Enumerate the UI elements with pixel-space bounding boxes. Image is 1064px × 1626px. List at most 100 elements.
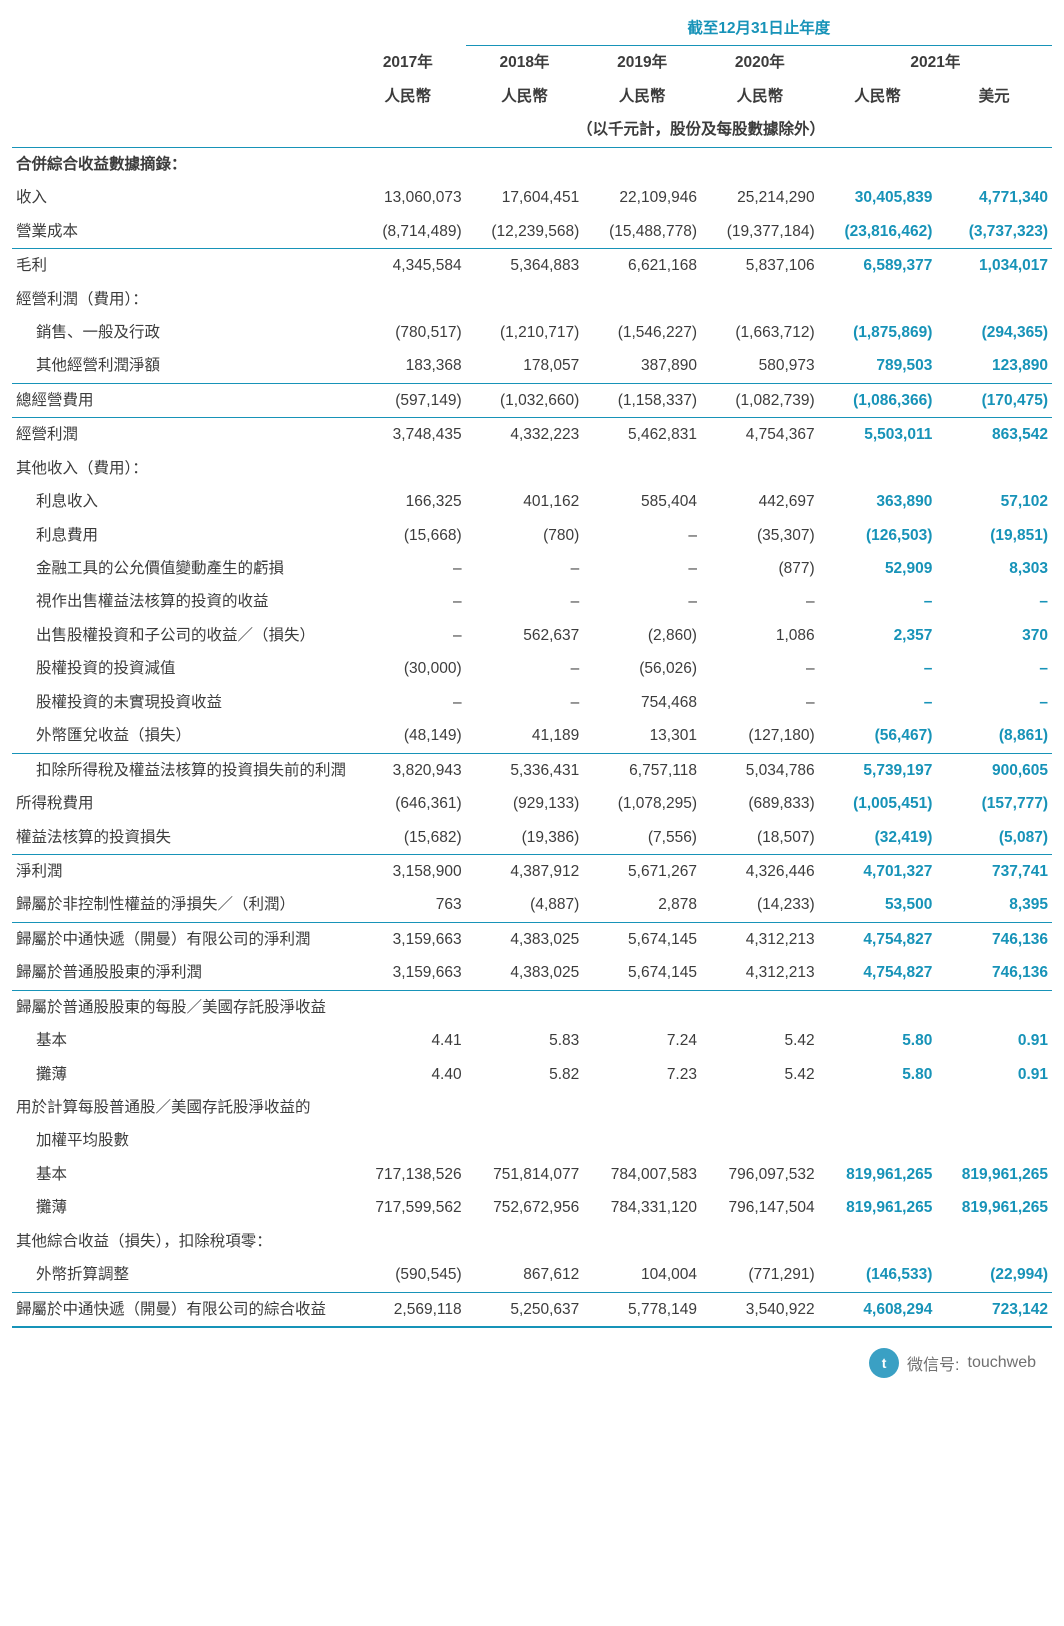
- row-label: 經營利潤: [12, 418, 350, 452]
- cell: (1,082,739): [701, 383, 819, 417]
- cell: (1,158,337): [583, 383, 701, 417]
- row-deemed: 視作出售權益法核算的投資的收益––––––: [12, 585, 1052, 618]
- cell: 3,158,900: [350, 854, 466, 888]
- cell: 183,368: [350, 349, 466, 383]
- cell: 4,771,340: [936, 181, 1052, 214]
- cell: (15,682): [350, 821, 466, 855]
- cell: (1,210,717): [466, 316, 584, 349]
- hdr-year-2020: 2020年: [701, 46, 819, 80]
- avatar: t: [869, 1348, 899, 1378]
- row-pretax: 扣除所得稅及權益法核算的投資損失前的利潤3,820,9435,336,4316,…: [12, 753, 1052, 787]
- cell: 580,973: [701, 349, 819, 383]
- row-eps_hdr: 歸屬於普通股股東的每股／美國存託股淨收益: [12, 990, 1052, 1024]
- cell: 6,589,377: [819, 249, 937, 283]
- cell: 4.41: [350, 1024, 466, 1057]
- row-tax: 所得稅費用(646,361)(929,133)(1,078,295)(689,8…: [12, 787, 1052, 820]
- cell: [701, 452, 819, 485]
- cell: 30,405,839: [819, 181, 937, 214]
- cell: [819, 1225, 937, 1258]
- cell: (590,545): [350, 1258, 466, 1292]
- cell: 442,697: [701, 485, 819, 518]
- cell: (12,239,568): [466, 215, 584, 249]
- cell: 13,301: [583, 719, 701, 753]
- cell: (1,032,660): [466, 383, 584, 417]
- cell: (1,875,869): [819, 316, 937, 349]
- row-wa_hdr1: 用於計算每股普通股／美國存託股淨收益的: [12, 1091, 1052, 1124]
- cell: [350, 452, 466, 485]
- row-label: 經營利潤（費用）：: [12, 283, 350, 316]
- cell: 789,503: [819, 349, 937, 383]
- row-fcta: 外幣折算調整(590,545)867,612104,004(771,291)(1…: [12, 1258, 1052, 1292]
- cell: 22,109,946: [583, 181, 701, 214]
- cell: (35,307): [701, 519, 819, 552]
- cell: 5,674,145: [583, 922, 701, 956]
- cell: (1,078,295): [583, 787, 701, 820]
- cell: [350, 1225, 466, 1258]
- row-totop: 總經營費用(597,149)(1,032,660)(1,158,337)(1,0…: [12, 383, 1052, 417]
- cell: (48,149): [350, 719, 466, 753]
- cell: 0.91: [936, 1058, 1052, 1091]
- cell: 7.23: [583, 1058, 701, 1091]
- cell: 819,961,265: [819, 1191, 937, 1224]
- cell: 57,102: [936, 485, 1052, 518]
- cell: 4,383,025: [466, 922, 584, 956]
- cell: 3,159,663: [350, 922, 466, 956]
- row-label: 歸屬於中通快遞（開曼）有限公司的綜合收益: [12, 1292, 350, 1327]
- cell: 585,404: [583, 485, 701, 518]
- section-title: 合併綜合收益數據摘錄：: [12, 147, 350, 181]
- cell: (1,663,712): [701, 316, 819, 349]
- cell: –: [701, 652, 819, 685]
- hdr-year-2018: 2018年: [466, 46, 584, 80]
- row-eps_d: 攤薄4.405.827.235.425.800.91: [12, 1058, 1052, 1091]
- row-label: 出售股權投資和子公司的收益／（損失）: [12, 619, 350, 652]
- cell: (30,000): [350, 652, 466, 685]
- cell: –: [466, 686, 584, 719]
- cell: 104,004: [583, 1258, 701, 1292]
- cell: (646,361): [350, 787, 466, 820]
- row-dispgl: 出售股權投資和子公司的收益／（損失）–562,637(2,860)1,0862,…: [12, 619, 1052, 652]
- cell: 3,820,943: [350, 753, 466, 787]
- cell: [819, 452, 937, 485]
- cell: 4,383,025: [466, 956, 584, 990]
- hdr-ccy-0: 人民幣: [350, 80, 466, 113]
- cell: (22,994): [936, 1258, 1052, 1292]
- row-np_ord: 歸屬於普通股股東的淨利潤3,159,6634,383,0255,674,1454…: [12, 956, 1052, 990]
- cell: 4,387,912: [466, 854, 584, 888]
- cell: 2,569,118: [350, 1292, 466, 1327]
- cell: 5,739,197: [819, 753, 937, 787]
- cell: 17,604,451: [466, 181, 584, 214]
- cell: 370: [936, 619, 1052, 652]
- cell: 5.82: [466, 1058, 584, 1091]
- cell: [583, 283, 701, 316]
- cell: [350, 283, 466, 316]
- cell: 25,214,290: [701, 181, 819, 214]
- cell: 5,674,145: [583, 956, 701, 990]
- cell: (15,488,778): [583, 215, 701, 249]
- row-label: 股權投資的未實現投資收益: [12, 686, 350, 719]
- cell: 5,336,431: [466, 753, 584, 787]
- cell: [466, 1225, 584, 1258]
- cell: [701, 1124, 819, 1157]
- cell: 723,142: [936, 1292, 1052, 1327]
- cell: (780): [466, 519, 584, 552]
- cell: (5,087): [936, 821, 1052, 855]
- cell: (14,233): [701, 888, 819, 922]
- row-intexp: 利息費用(15,668)(780)–(35,307)(126,503)(19,8…: [12, 519, 1052, 552]
- cell: (929,133): [466, 787, 584, 820]
- cell: 867,612: [466, 1258, 584, 1292]
- row-oop: 其他經營利潤淨額183,368178,057387,890580,973789,…: [12, 349, 1052, 383]
- row-unreal: 股權投資的未實現投資收益––754,468–––: [12, 686, 1052, 719]
- cell: [350, 990, 466, 1024]
- cell: (18,507): [701, 821, 819, 855]
- row-label: 銷售、一般及行政: [12, 316, 350, 349]
- row-cogs: 營業成本(8,714,489)(12,239,568)(15,488,778)(…: [12, 215, 1052, 249]
- cell: 746,136: [936, 922, 1052, 956]
- row-label: 權益法核算的投資損失: [12, 821, 350, 855]
- cell: 4.40: [350, 1058, 466, 1091]
- row-fx: 外幣匯兌收益（損失）(48,149)41,18913,301(127,180)(…: [12, 719, 1052, 753]
- cell: 717,599,562: [350, 1191, 466, 1224]
- row-intinc: 利息收入166,325401,162585,404442,697363,8905…: [12, 485, 1052, 518]
- cell: –: [819, 585, 937, 618]
- row-wa_d: 攤薄717,599,562752,672,956784,331,120796,1…: [12, 1191, 1052, 1224]
- cell: 717,138,526: [350, 1158, 466, 1191]
